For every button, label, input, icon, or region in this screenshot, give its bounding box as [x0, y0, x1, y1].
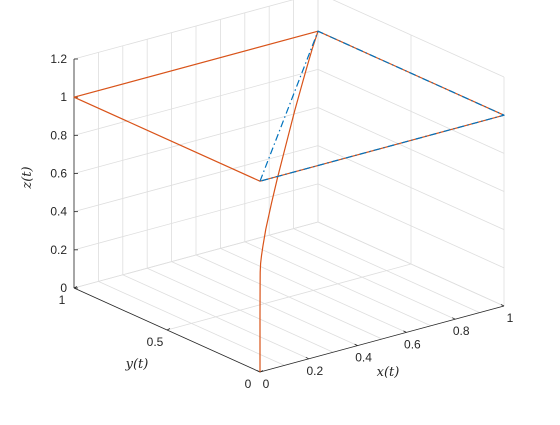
right-wall-grid-z — [317, 145, 505, 231]
z-axis-label: z(t) — [20, 166, 35, 189]
back-wall-grid-z — [73, 221, 319, 289]
back-wall-grid-z — [73, 145, 319, 213]
series-line-2 — [259, 30, 505, 182]
x-tick-label: 0 — [263, 377, 270, 391]
y-tick-label: 0.5 — [147, 335, 164, 349]
right-wall-grid-z — [317, 183, 505, 269]
y-tick-mark — [166, 328, 171, 331]
z-tick-label: 1 — [60, 90, 67, 104]
x-tick-label: 0.2 — [306, 364, 323, 378]
z-tick-label: 0.2 — [50, 243, 67, 257]
series-line-1 — [73, 30, 505, 372]
z-tick-label: 0.6 — [50, 167, 67, 181]
x-tick-mark — [305, 356, 309, 360]
z-tick-label: 0.8 — [50, 128, 67, 142]
x-tick-mark — [403, 330, 407, 333]
z-tick-label: 0.4 — [50, 205, 67, 219]
back-wall-grid-z — [73, 183, 319, 251]
x-tick-label: 0.6 — [404, 337, 421, 351]
x-axis-line — [259, 305, 505, 373]
z-tick-label: 1.2 — [50, 52, 67, 66]
x-axis-label: x(t) — [377, 365, 400, 380]
back-wall-grid-z — [73, 107, 319, 174]
right-wall-grid-z — [317, 107, 505, 192]
x-tick-label: 0.4 — [355, 351, 372, 365]
right-wall-grid-z — [317, 68, 505, 154]
back-wall-grid-z — [73, 68, 319, 136]
right-wall-grid-z — [332, 0, 505, 78]
x-tick-label: 0.8 — [453, 324, 470, 338]
floor-grid-y — [166, 263, 412, 331]
x-tick-mark — [452, 317, 456, 320]
y-axis-label: y(t) — [125, 357, 149, 372]
y-tick-label: 0 — [245, 377, 252, 391]
right-wall-grid-z — [317, 221, 505, 307]
x-tick-mark — [354, 343, 358, 346]
x-tick-label: 1 — [507, 311, 514, 325]
back-wall-grid-z — [73, 0, 294, 60]
y-tick-label: 1 — [59, 293, 66, 307]
z-tick-label: 0 — [60, 281, 67, 295]
x-tick-mark — [500, 304, 505, 307]
